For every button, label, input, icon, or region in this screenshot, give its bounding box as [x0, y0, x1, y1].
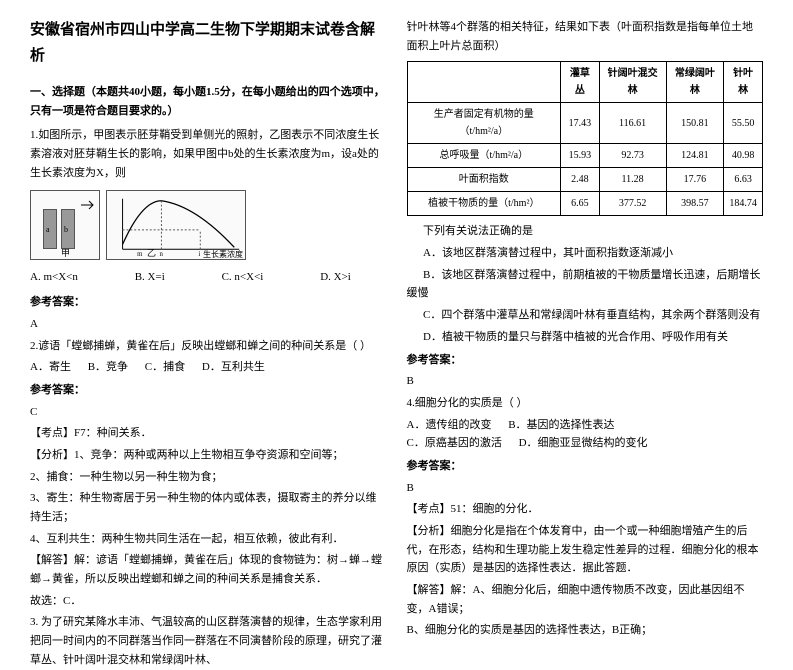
q4-opt-d: D．细胞亚显微结构的变化 [519, 437, 648, 449]
q2-exp-2: 2、捕食：一种生物以另一种生物为食； [30, 468, 387, 487]
q3-opt-d: D．植被干物质的量只与群落中植被的光合作用、呼吸作用有关 [407, 328, 764, 347]
cell: 17.76 [666, 168, 724, 192]
section-head: 一、选择题（本题共40小题，每小题1.5分，在每小题给出的四个选项中，只有一项是… [30, 83, 387, 120]
q2-exp-1: 【分析】1、竞争：两种或两种以上生物相互争夺资源和空间等； [30, 446, 387, 465]
q2-exp-3: 3、寄生：种生物寄居于另一种生物的体内或体表，摄取寄主的养分以维持生活； [30, 489, 387, 526]
q4-exp-3: B、细胞分化的实质是基因的选择性表达，B正确； [407, 621, 764, 640]
q1-opt-b: B. X=i [135, 268, 165, 287]
fig-left-caption: 甲 [61, 246, 70, 261]
table-row: 植被干物质的量（t/hm²） 6.65 377.52 398.57 184.74 [407, 192, 763, 216]
q4-exp-1: 【分析】细胞分化是指在个体发育中，由一个或一种细胞增殖产生的后代，在形态，结构和… [407, 522, 764, 578]
th-1: 灌草丛 [561, 62, 600, 103]
answer-label-4: 参考答案： [407, 457, 764, 476]
cell: 377.52 [599, 192, 666, 216]
q3-tail: 针叶林等4个群落的相关特征，结果如下表（叶面积指数是指每单位土地面积上叶片总面积… [407, 18, 764, 55]
th-blank [407, 62, 561, 103]
cell: 184.74 [724, 192, 763, 216]
q4-opt-a: A．遗传组的改变 [407, 419, 492, 431]
q2-options: A．寄生 B．竞争 C．捕食 D．互利共生 [30, 358, 387, 377]
figure-left: 甲 a b [30, 190, 100, 260]
cell: 150.81 [666, 103, 724, 144]
cell: 398.57 [666, 192, 724, 216]
th-4: 针叶林 [724, 62, 763, 103]
cell: 2.48 [561, 168, 600, 192]
q1-opt-d: D. X>i [320, 268, 351, 287]
q4-options-row2: C．原癌基因的激活 D．细胞亚显微结构的变化 [407, 434, 764, 453]
svg-text:n: n [159, 252, 163, 259]
q3-opt-b: B．该地区群落演替过程中，前期植被的干物质量增长迅速，后期增长缓慢 [407, 266, 764, 303]
answer-label: 参考答案： [30, 293, 387, 312]
q4-text: 4.细胞分化的实质是（ ） [407, 394, 764, 413]
q4-opt-b: B．基因的选择性表达 [508, 419, 614, 431]
svg-text:m: m [137, 252, 143, 259]
q4-exp-0: 【考点】51：细胞的分化． [407, 500, 764, 519]
q2-text: 2.谚语「螳螂捕蝉，黄雀在后」反映出螳螂和蝉之间的种间关系是（ ） [30, 337, 387, 356]
q2-opt-b: B．竞争 [88, 361, 128, 373]
q1-options: A. m<X<n B. X=i C. n<X<i D. X>i [30, 268, 351, 287]
q4-exp-2: 【解答】解：A、细胞分化后，细胞中遗传物质不改变，因此基因组不变，A错误； [407, 581, 764, 618]
figure-right: m n i 乙 生长素浓度 [106, 190, 246, 260]
right-column: 针叶林等4个群落的相关特征，结果如下表（叶面积指数是指每单位土地面积上叶片总面积… [397, 18, 774, 543]
q4-opt-c: C．原癌基因的激活 [407, 437, 502, 449]
table-row: 生产者固定有机物的量 （t/hm²/a） 17.43 116.61 150.81… [407, 103, 763, 144]
q3-text: 3. 为了研究某降水丰沛、气温较高的山区群落演替的规律，生态学家利用把同一时间内… [30, 613, 387, 669]
q2-opt-c: C．捕食 [145, 361, 185, 373]
cell: 92.73 [599, 144, 666, 168]
cell: 17.43 [561, 103, 600, 144]
q2-exp-0: 【考点】F7：种间关系． [30, 424, 387, 443]
q2-opt-a: A．寄生 [30, 361, 71, 373]
cell: 124.81 [666, 144, 724, 168]
q3-prompt: 下列有关说法正确的是 [407, 222, 764, 241]
q1-opt-a: A. m<X<n [30, 268, 78, 287]
left-column: 安徽省宿州市四山中学高二生物下学期期末试卷含解析 一、选择题（本题共40小题，每… [20, 18, 397, 543]
answer-label-3: 参考答案： [407, 351, 764, 370]
table-row: 总呼吸量（t/hm²/a） 15.93 92.73 124.81 40.98 [407, 144, 763, 168]
cell: 55.50 [724, 103, 763, 144]
q4-answer: B [407, 479, 764, 498]
cell: 6.65 [561, 192, 600, 216]
table-row: 叶面积指数 2.48 11.28 17.76 6.63 [407, 168, 763, 192]
q2-exp-5: 【解答】解：谚语「螳螂捕蝉，黄雀在后」体现的食物链为：树→蝉→螳螂→黄雀，所以反… [30, 551, 387, 588]
q1-opt-c: C. n<X<i [222, 268, 264, 287]
cell: 40.98 [724, 144, 763, 168]
cell: 6.63 [724, 168, 763, 192]
table-header-row: 灌草丛 针阔叶混交林 常绿阔叶林 针叶林 [407, 62, 763, 103]
q2-opt-d: D．互利共生 [202, 361, 265, 373]
row-label: 生产者固定有机物的量 （t/hm²/a） [407, 103, 561, 144]
q3-answer: B [407, 372, 764, 391]
th-2: 针阔叶混交林 [599, 62, 666, 103]
th-3: 常绿阔叶林 [666, 62, 724, 103]
row-label: 叶面积指数 [407, 168, 561, 192]
answer-label-2: 参考答案： [30, 381, 387, 400]
fig-right-caption: 乙 [147, 246, 156, 261]
q3-opt-c: C．四个群落中灌草丛和常绿阔叶林有垂直结构，其余两个群落则没有 [407, 306, 764, 325]
cell: 116.61 [599, 103, 666, 144]
q2-exp-6: 故选：C． [30, 592, 387, 611]
q2-answer: C [30, 403, 387, 422]
q3-opt-a: A．该地区群落演替过程中，其叶面积指数逐渐减小 [407, 244, 764, 263]
q1-figures: 甲 a b m n i 乙 生长素浓度 [30, 190, 387, 260]
row-label: 植被干物质的量（t/hm²） [407, 192, 561, 216]
cell: 15.93 [561, 144, 600, 168]
q4-options-row1: A．遗传组的改变 B．基因的选择性表达 [407, 416, 764, 435]
q1-text: 1.如图所示，甲图表示胚芽鞘受到单侧光的照射，乙图表示不同浓度生长素溶液对胚芽鞘… [30, 126, 387, 182]
doc-title: 安徽省宿州市四山中学高二生物下学期期末试卷含解析 [30, 18, 387, 69]
cell: 11.28 [599, 168, 666, 192]
fig-right-xlabel: 生长素浓度 [203, 248, 243, 262]
svg-text:i: i [198, 252, 200, 259]
data-table: 灌草丛 针阔叶混交林 常绿阔叶林 针叶林 生产者固定有机物的量 （t/hm²/a… [407, 61, 764, 216]
q2-exp-4: 4、互利共生：两种生物共同生活在一起，相互依赖，彼此有利． [30, 530, 387, 549]
row-label: 总呼吸量（t/hm²/a） [407, 144, 561, 168]
q1-answer: A [30, 315, 387, 334]
